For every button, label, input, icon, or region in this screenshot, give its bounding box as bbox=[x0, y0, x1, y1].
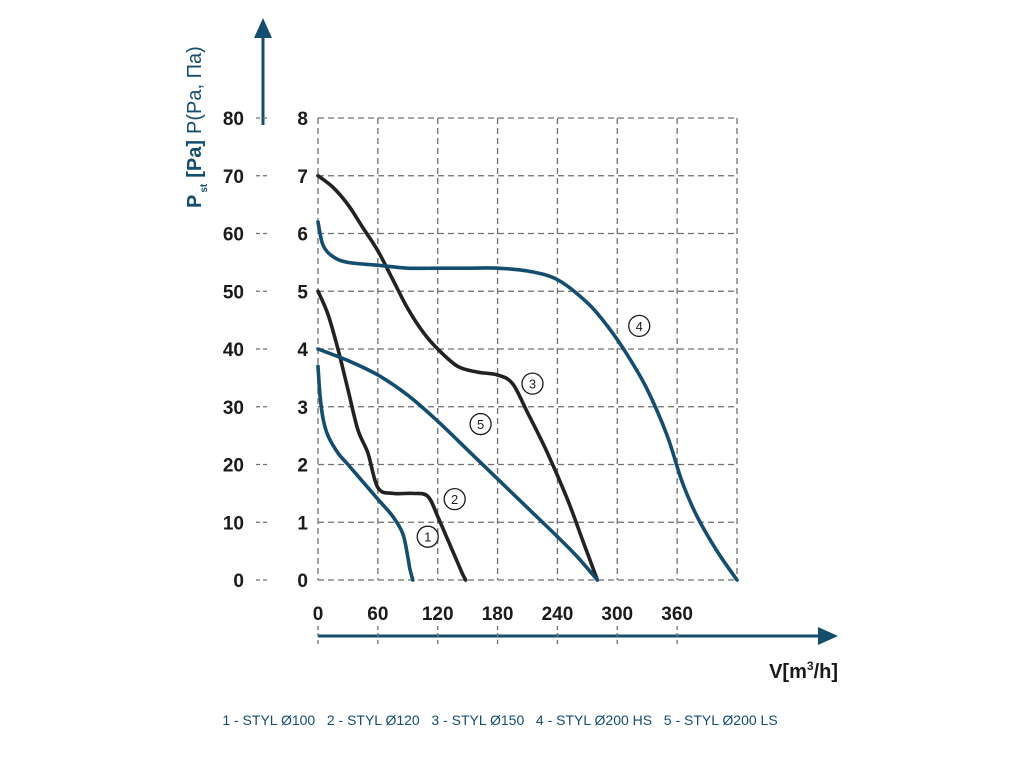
y-tick-label-pa: 80 bbox=[223, 109, 244, 130]
series-2-marker-label: 2 bbox=[451, 492, 458, 507]
series-2-marker-circle bbox=[443, 487, 466, 511]
y-tick-label-inner: 0 bbox=[297, 571, 308, 592]
x-tick-label: 0 bbox=[313, 604, 324, 625]
x-tick-label: 360 bbox=[661, 604, 693, 625]
x-tick-label: 240 bbox=[542, 604, 574, 625]
y-label-unit: [Pa] bbox=[184, 140, 206, 178]
y-label-base: P bbox=[184, 195, 206, 208]
y-tick-label-pa: 0 bbox=[233, 571, 244, 592]
y-tick-label-inner: 6 bbox=[297, 225, 308, 246]
y-tick-label-inner: 4 bbox=[297, 340, 308, 361]
y-tick-label-inner: 5 bbox=[297, 282, 308, 303]
y-label-sub: st bbox=[199, 183, 210, 193]
x-tick-label: 300 bbox=[601, 604, 633, 625]
y-tick-label-inner: 1 bbox=[297, 513, 308, 534]
series-5-curve bbox=[316, 347, 600, 582]
legend-text: 1 - STYL Ø100 2 - STYL Ø120 3 - STYL Ø15… bbox=[222, 712, 777, 728]
series-1-marker-label: 1 bbox=[424, 530, 431, 545]
x-axis-arrowhead bbox=[818, 627, 838, 645]
series-markers: 1 2 3 4 5 bbox=[416, 314, 651, 548]
y-tick-label-pa: 20 bbox=[223, 456, 244, 477]
y-axis-label: Pst [Pa] P(Pa, Па) bbox=[184, 46, 210, 208]
x-tick-label: 60 bbox=[367, 604, 388, 625]
series-2-curve bbox=[316, 289, 468, 582]
y-tick-label-pa: 40 bbox=[223, 340, 244, 361]
y-tick-label-pa: 10 bbox=[223, 513, 244, 534]
y-tick-label-inner: 7 bbox=[297, 167, 308, 188]
series-5-marker-label: 5 bbox=[477, 417, 484, 432]
y-tick-label-pa: 70 bbox=[223, 167, 244, 188]
grid bbox=[256, 117, 738, 646]
x-axis-label: V[m3/h] bbox=[769, 659, 838, 683]
series-1-marker-circle bbox=[416, 525, 439, 548]
series-4-curve bbox=[316, 220, 739, 582]
y-tick-label-inner: 3 bbox=[297, 398, 308, 419]
x-tick-label: 120 bbox=[422, 604, 454, 625]
series-3-marker-circle bbox=[521, 372, 544, 395]
legend: 1 - STYL Ø100 2 - STYL Ø120 3 - STYL Ø15… bbox=[222, 712, 777, 728]
x-label-base: V[m bbox=[769, 661, 807, 683]
series-3-curve bbox=[316, 173, 600, 582]
svg-text:Pst[Pa]P(Pa, Па): Pst [Pa] P(Pa, Па) bbox=[184, 46, 210, 208]
x-label-sup: 3 bbox=[807, 659, 814, 673]
series-1-curve bbox=[316, 364, 415, 582]
y-tick-label-pa: 60 bbox=[223, 225, 244, 246]
y-tick-label-inner: 2 bbox=[297, 456, 308, 477]
x-label-end: /h] bbox=[814, 661, 838, 683]
tick-labels: 0 010 120 230 340 450 560 670 780 80 60 120 180 240 30… bbox=[223, 109, 693, 625]
series-4-marker-circle bbox=[628, 314, 651, 338]
y-tick-label-inner: 8 bbox=[297, 109, 308, 130]
series-curves bbox=[316, 173, 739, 582]
series-5-marker-circle bbox=[469, 412, 492, 436]
y-tick-label-pa: 50 bbox=[223, 282, 244, 303]
x-tick-label: 180 bbox=[482, 604, 514, 625]
y-tick-label-pa: 30 bbox=[223, 398, 244, 419]
y-axis-arrowhead bbox=[254, 18, 272, 38]
series-4-marker-label: 4 bbox=[636, 319, 643, 334]
series-3-marker-label: 3 bbox=[529, 377, 536, 392]
y-label-alt: P(Pa, Па) bbox=[184, 46, 206, 134]
